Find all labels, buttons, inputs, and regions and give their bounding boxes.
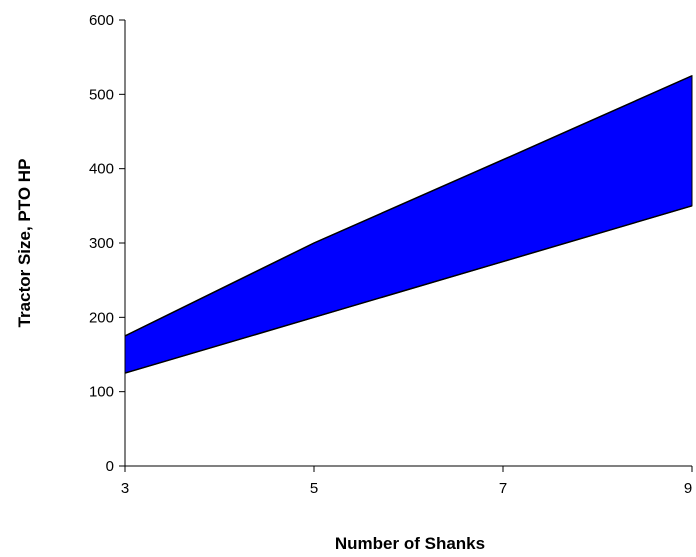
y-tick-label: 400 — [89, 161, 114, 178]
x-tick-label: 3 — [121, 480, 129, 497]
x-axis-ticks: 3 5 7 9 — [121, 466, 693, 497]
lower-bound-line — [124, 205, 693, 374]
x-tick-label: 9 — [684, 480, 692, 497]
y-tick-label: 300 — [89, 235, 114, 252]
y-tick-label: 200 — [89, 309, 114, 326]
y-tick-label: 100 — [89, 384, 114, 401]
x-tick-label: 7 — [499, 480, 507, 497]
y-axis-ticks: 0 100 200 300 400 500 600 — [89, 12, 125, 475]
upper-bound-line — [124, 75, 693, 337]
y-axis-title: Tractor Size, PTO HP — [15, 159, 34, 328]
y-tick-label: 500 — [89, 86, 114, 103]
x-axis-title: Number of Shanks — [335, 534, 485, 553]
y-tick-label: 0 — [106, 458, 114, 475]
y-tick-label: 600 — [89, 12, 114, 29]
x-tick-label: 5 — [310, 480, 318, 497]
plot-area — [124, 74, 693, 374]
tractor-size-band — [124, 74, 693, 374]
